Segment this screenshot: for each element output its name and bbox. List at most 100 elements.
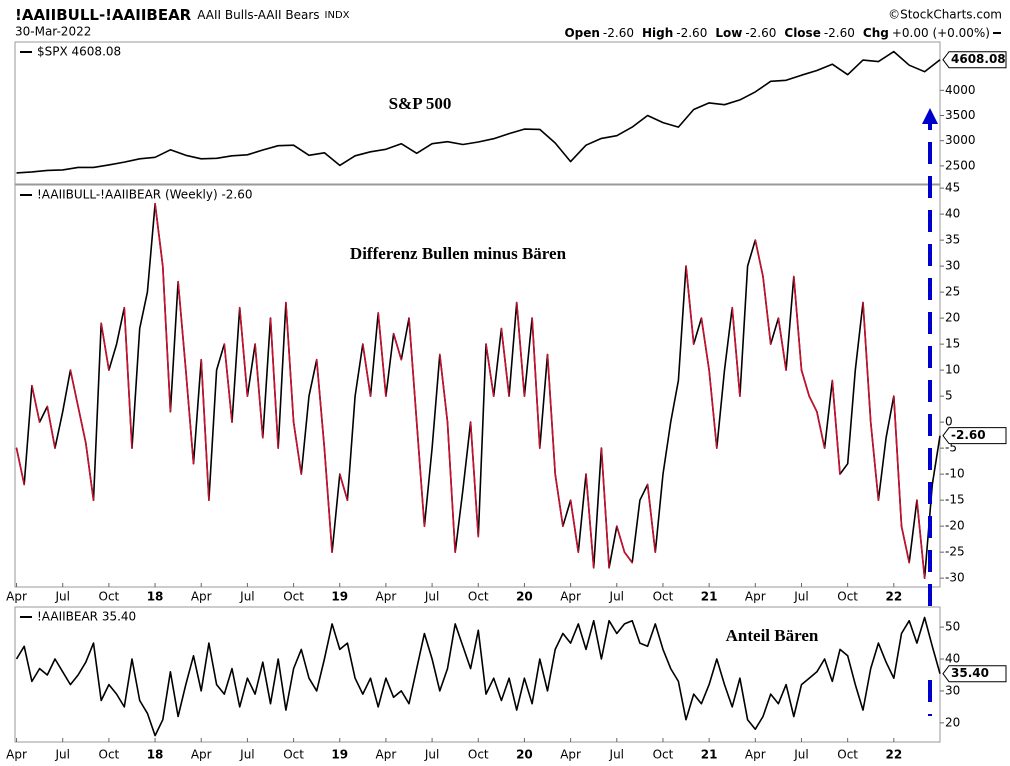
panel-frame: [14, 184, 941, 588]
down-segment: [223, 343, 233, 423]
quote-value: -2.60: [745, 26, 776, 40]
x-tick-label: Oct: [837, 590, 858, 604]
down-segment: [100, 322, 110, 371]
down-segment: [893, 395, 903, 527]
down-segment: [123, 306, 133, 449]
x-tick-label: Jul: [609, 748, 624, 762]
quote-label: Open: [564, 26, 599, 40]
arrow-head: [922, 108, 938, 124]
down-segment: [69, 369, 79, 408]
x-tick-label: 21: [701, 590, 718, 604]
down-segment: [446, 421, 456, 553]
down-segment: [777, 317, 787, 371]
x-tick-label: 22: [885, 590, 902, 604]
down-segment: [338, 473, 349, 501]
down-segment: [377, 312, 387, 397]
x-tick-label: Apr: [745, 590, 766, 604]
down-segment: [816, 410, 826, 449]
quote-value: -2.60: [824, 26, 855, 40]
x-tick-label: Jul: [424, 590, 439, 604]
down-segment: [700, 317, 710, 371]
y-tick-label: 50: [945, 620, 960, 634]
x-tick-label: Oct: [283, 748, 304, 762]
y-tick-label: 35: [945, 233, 960, 247]
description: AAII Bulls-AAII Bears: [197, 8, 319, 22]
x-tick-label: 19: [331, 590, 348, 604]
x-tick-label: Oct: [653, 748, 674, 762]
y-tick-label: -15: [945, 493, 965, 507]
down-segment: [415, 421, 426, 527]
down-segment: [900, 525, 911, 564]
quote-value: -2.60: [603, 26, 634, 40]
down-segment: [485, 343, 495, 397]
quote-label: Low: [715, 26, 742, 40]
last-value-label: 35.40: [951, 666, 989, 680]
down-segment: [469, 421, 480, 538]
x-tick-label: Apr: [560, 748, 581, 762]
down-segment: [15, 447, 26, 486]
down-segment: [600, 447, 610, 569]
down-segment: [185, 369, 195, 465]
x-tick-label: Jul: [424, 748, 439, 762]
y-tick-label: 40: [945, 652, 960, 666]
x-tick-label: Oct: [99, 748, 120, 762]
x-tick-label: Oct: [653, 590, 674, 604]
x-tick-label: Jul: [239, 748, 254, 762]
x-tick-label: Jul: [793, 590, 808, 604]
y-tick-label: -25: [945, 545, 965, 559]
down-segment: [46, 405, 56, 449]
x-tick-label: 20: [516, 590, 533, 604]
down-segment: [708, 369, 718, 449]
down-segment: [238, 306, 249, 397]
copyright: ©StockCharts.com: [888, 8, 1002, 22]
y-tick-label: 20: [945, 715, 960, 729]
y-tick-label: -20: [945, 519, 965, 533]
quote: Open -2.60 High -2.60 Low -2.60 Close -2.60 Chg +…: [564, 26, 990, 40]
quote-label: Close: [784, 26, 820, 40]
x-tick-label: Jul: [54, 590, 69, 604]
down-segment: [254, 343, 264, 439]
symbol: !AAIIBULL-!AAIIBEAR: [15, 6, 192, 24]
down-segment: [500, 327, 510, 397]
y-tick-label: 45: [945, 181, 960, 195]
x-tick-label: Jul: [609, 590, 624, 604]
down-segment: [569, 499, 580, 553]
x-tick-label: 18: [147, 748, 164, 762]
down-segment: [315, 358, 326, 449]
down-segment: [808, 395, 818, 413]
legend-label: !AAIIBULL-!AAIIBEAR (Weekly) -2.60: [37, 188, 253, 202]
quote-label: High: [642, 26, 673, 40]
y-tick-label: 30: [945, 683, 960, 697]
down-segment: [546, 353, 557, 475]
x-tick-label: Oct: [837, 748, 858, 762]
down-segment: [177, 280, 187, 371]
down-segment: [362, 343, 372, 397]
down-segment: [84, 442, 95, 501]
x-tick-label: Oct: [468, 590, 489, 604]
last-value-tag: [942, 51, 1007, 69]
header-title: !AAIIBULL-!AAIIBEAR AAII Bulls-AAII Bears…: [15, 6, 350, 24]
down-segment: [731, 306, 741, 397]
y-tick-label: -10: [945, 467, 965, 481]
down-segment: [800, 369, 810, 397]
exchange: INDX: [325, 10, 350, 21]
down-segment: [77, 405, 87, 444]
x-tick-label: 20: [516, 748, 533, 762]
quote-value: -2.60: [676, 26, 707, 40]
x-tick-label: Jul: [793, 748, 808, 762]
x-tick-label: 22: [885, 748, 902, 762]
y-tick-label: 5: [945, 389, 953, 403]
x-tick-label: Jul: [239, 590, 254, 604]
x-tick-label: 18: [147, 590, 164, 604]
y-tick-label: 2500: [945, 158, 976, 172]
y-tick-label: 3500: [945, 108, 976, 122]
x-tick-label: Apr: [6, 590, 27, 604]
annotation: Anteil Bären: [726, 626, 819, 645]
x-tick-label: 19: [331, 748, 348, 762]
annotation: S&P 500: [389, 94, 452, 113]
x-tick-label: Apr: [560, 590, 581, 604]
down-segment: [646, 483, 657, 553]
date: 30-Mar-2022: [15, 25, 91, 39]
down-segment: [554, 473, 564, 527]
